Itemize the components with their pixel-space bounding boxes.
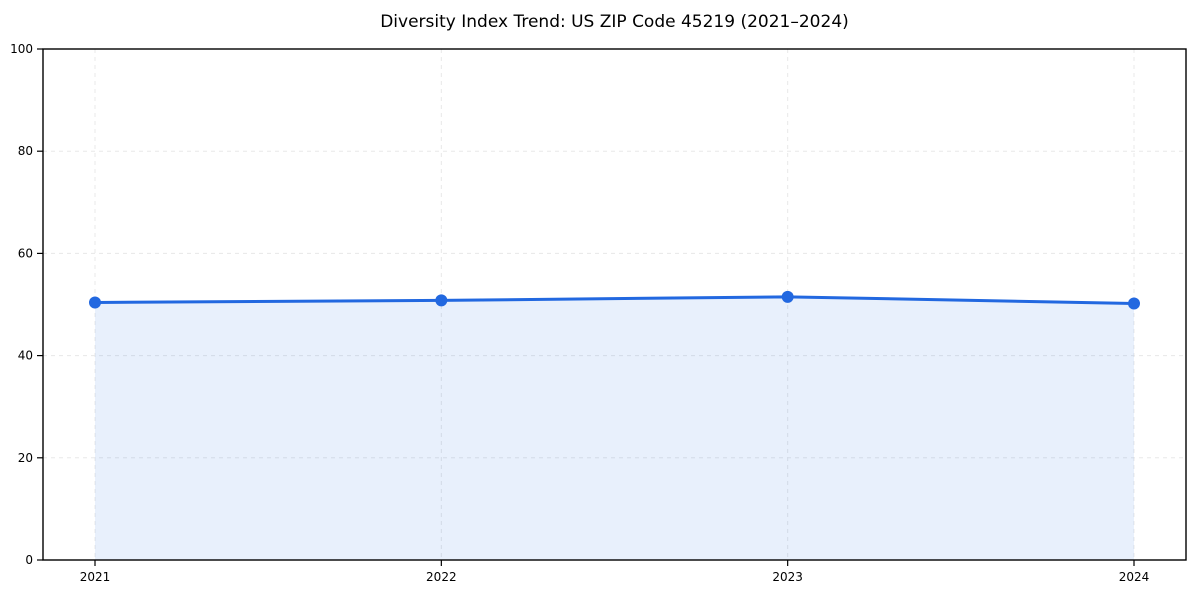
- x-tick-label: 2023: [772, 570, 803, 584]
- data-point-2021: [89, 296, 101, 309]
- y-tick-label: 20: [18, 451, 33, 465]
- y-tick-label: 80: [18, 144, 33, 158]
- chart-title: Diversity Index Trend: US ZIP Code 45219…: [380, 12, 849, 32]
- x-tick-label: 2021: [80, 570, 111, 584]
- trend-line: [93, 295, 1136, 305]
- data-point-2023: [781, 290, 794, 303]
- data-point-2024: [1128, 297, 1140, 310]
- y-tick-label: 60: [18, 246, 33, 260]
- area-fill: [95, 296, 1134, 560]
- x-tick-label: 2022: [426, 570, 457, 584]
- x-tick-label: 2024: [1119, 570, 1150, 584]
- y-tick-label: 0: [25, 553, 33, 567]
- y-tick-label: 40: [18, 349, 33, 363]
- y-tick-label: 100: [10, 42, 33, 56]
- axes-border: [42, 48, 1187, 561]
- data-point-2022: [435, 294, 448, 307]
